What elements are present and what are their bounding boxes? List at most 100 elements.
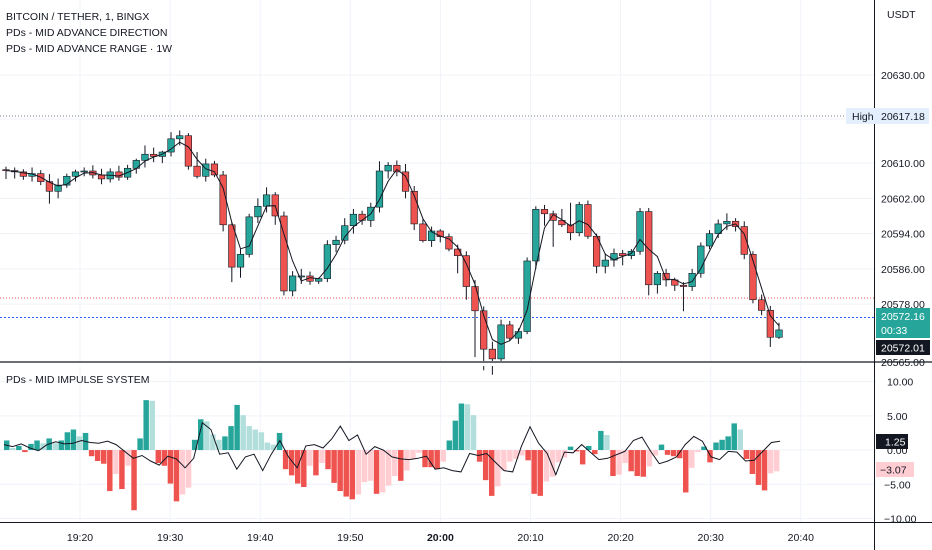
- histogram-bar: [216, 439, 222, 451]
- candle: [150, 147, 158, 163]
- candle-body: [419, 223, 427, 241]
- histogram-bar: [525, 450, 531, 461]
- candle-body: [349, 213, 358, 226]
- candle-body: [662, 273, 670, 281]
- histogram-bar: [155, 450, 162, 464]
- candle-body: [54, 184, 62, 192]
- histogram-bar: [416, 450, 422, 453]
- histogram-bar: [94, 450, 101, 461]
- histogram-bar: [440, 450, 446, 462]
- candle-body: [401, 171, 410, 192]
- candle-body: [454, 248, 462, 256]
- candle: [662, 268, 670, 287]
- candle-body: [566, 224, 575, 234]
- candle: [419, 219, 427, 243]
- impulse-neg-tag: −3.07: [880, 465, 907, 477]
- histogram-bar: [761, 450, 768, 491]
- candle: [566, 202, 575, 241]
- price-tick-label: 20630.00: [881, 70, 925, 82]
- indicator-direction-label[interactable]: PDs - MID ADVANCE DIRECTION: [6, 27, 168, 39]
- candle: [758, 294, 766, 316]
- time-tick-label: 19:20: [67, 532, 93, 544]
- high-value-tag: 20617.18: [881, 111, 925, 123]
- price-tags: High 20617.18 20572.16 00:33 20572.01 20…: [846, 108, 930, 477]
- candle: [584, 200, 592, 239]
- histogram-bar: [367, 450, 374, 481]
- candle-body: [636, 211, 644, 252]
- candle-body: [601, 259, 609, 267]
- candle: [71, 169, 80, 182]
- candle-body: [514, 331, 523, 339]
- indicator-range-label[interactable]: PDs - MID ADVANCE RANGE · 1W: [6, 43, 173, 55]
- candle-body: [697, 245, 705, 274]
- candle-body: [532, 209, 540, 262]
- histogram-bar: [343, 450, 349, 497]
- candle: [210, 160, 219, 178]
- candle-body: [297, 275, 305, 278]
- histogram-bar: [264, 442, 271, 451]
- candle-body: [480, 310, 488, 350]
- candle-body: [63, 175, 71, 186]
- candle-body: [410, 190, 418, 225]
- histogram-bar: [288, 450, 295, 476]
- high-label: High: [852, 111, 874, 123]
- candle-body: [219, 174, 227, 226]
- candle-body: [280, 215, 288, 292]
- candle-body: [679, 284, 688, 287]
- moving-average-line: [5, 141, 780, 345]
- candle-body: [740, 226, 748, 255]
- histogram-bar: [398, 450, 404, 481]
- candle: [697, 242, 705, 278]
- histogram-bar: [16, 445, 22, 451]
- candle-body: [19, 171, 27, 177]
- histogram-bar: [628, 450, 634, 472]
- impulse-pos-tag: 1.25: [885, 437, 906, 449]
- symbol-title[interactable]: BITCOIN / TETHER, 1, BINGX: [6, 11, 150, 23]
- candle: [506, 320, 514, 342]
- price-tick-label: 20586.00: [881, 264, 925, 276]
- histogram-bar: [719, 439, 725, 451]
- candle: [740, 221, 748, 260]
- candle-body: [445, 236, 453, 250]
- price-axis[interactable]: USDT 20630.0020620.0020610.0020602.00205…: [881, 9, 925, 311]
- candle: [332, 235, 340, 253]
- candle: [254, 198, 262, 224]
- histogram-bar: [731, 423, 737, 451]
- histogram-bar: [28, 443, 34, 451]
- candle-body: [245, 216, 253, 255]
- candle: [54, 178, 62, 199]
- histogram-bar: [695, 450, 701, 453]
- last-price-tag: 20572.16: [881, 311, 925, 323]
- histogram-bar: [234, 404, 240, 451]
- candle: [219, 170, 227, 232]
- histogram-bar: [646, 450, 653, 467]
- histogram-bar: [34, 440, 40, 451]
- time-tick-label: 20:20: [607, 532, 633, 544]
- candle: [45, 174, 54, 204]
- histogram-bar: [313, 450, 319, 476]
- candle: [349, 208, 358, 234]
- histogram-bar: [586, 445, 592, 451]
- candle-body: [141, 153, 149, 161]
- candle-body: [584, 204, 592, 237]
- histogram-bar: [410, 450, 416, 459]
- histogram-bar: [173, 450, 180, 502]
- histogram-bar: [422, 450, 428, 468]
- histogram-bar: [404, 450, 410, 471]
- time-tick-label: 20:10: [517, 532, 543, 544]
- histogram-bar: [652, 450, 659, 456]
- candle-body: [705, 233, 714, 247]
- histogram-bar: [222, 436, 228, 451]
- time-axis[interactable]: 19:20 19:30 19:40 19:50 20:00 20:10 20:20 20:30…: [67, 532, 814, 544]
- histogram-bar: [88, 450, 95, 457]
- candle: [393, 160, 401, 177]
- candle-body: [80, 170, 88, 173]
- impulse-pane-title[interactable]: PDs - MID IMPULSE SYSTEM: [6, 374, 150, 386]
- candle-body: [471, 286, 479, 312]
- histogram-bar: [604, 435, 610, 451]
- chart-legend: BITCOIN / TETHER, 1, BINGX PDs - MID ADV…: [6, 9, 172, 57]
- candle: [167, 132, 175, 157]
- candle: [679, 282, 688, 312]
- histogram-bar: [379, 450, 386, 493]
- price-tick-label: 20610.00: [881, 158, 925, 170]
